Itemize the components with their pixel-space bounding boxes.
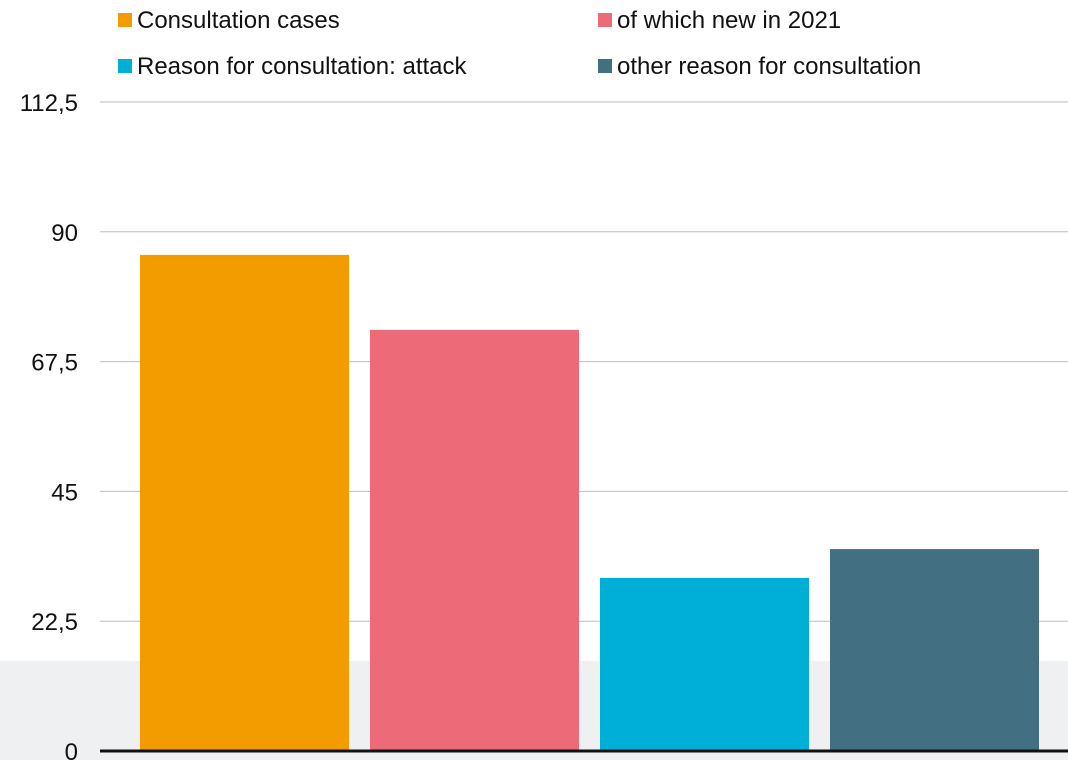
legend-swatch	[598, 13, 612, 27]
legend-label: other reason for consultation	[617, 53, 921, 80]
legend-item: of which new in 2021	[598, 7, 841, 34]
y-tick-label: 22,5	[31, 609, 78, 636]
legend-item: Reason for consultation: attack	[118, 53, 468, 80]
legend-label: of which new in 2021	[617, 7, 841, 34]
legend-swatch	[118, 13, 132, 27]
y-tick-label: 90	[51, 220, 78, 247]
legend-item: Consultation cases	[118, 7, 340, 34]
y-tick-label: 0	[65, 739, 78, 760]
y-tick-label: 45	[51, 479, 78, 506]
legend-label: Reason for consultation: attack	[137, 53, 468, 80]
legend-label: Consultation cases	[137, 7, 340, 34]
y-tick-label: 67,5	[31, 350, 78, 377]
legend-swatch	[118, 59, 132, 73]
y-axis-tick-labels: 0 22,5 45 67,5 90 112,5	[20, 90, 78, 760]
legend-swatch	[598, 59, 612, 73]
bars	[140, 254, 1039, 751]
bar-4	[830, 549, 1039, 751]
legend: Consultation cases of which new in 2021 Re…	[118, 7, 921, 80]
bar-1	[140, 254, 349, 751]
bar-3	[600, 577, 809, 751]
bar-2	[370, 329, 579, 751]
legend-item: other reason for consultation	[598, 53, 921, 80]
y-tick-label: 112,5	[20, 90, 78, 117]
